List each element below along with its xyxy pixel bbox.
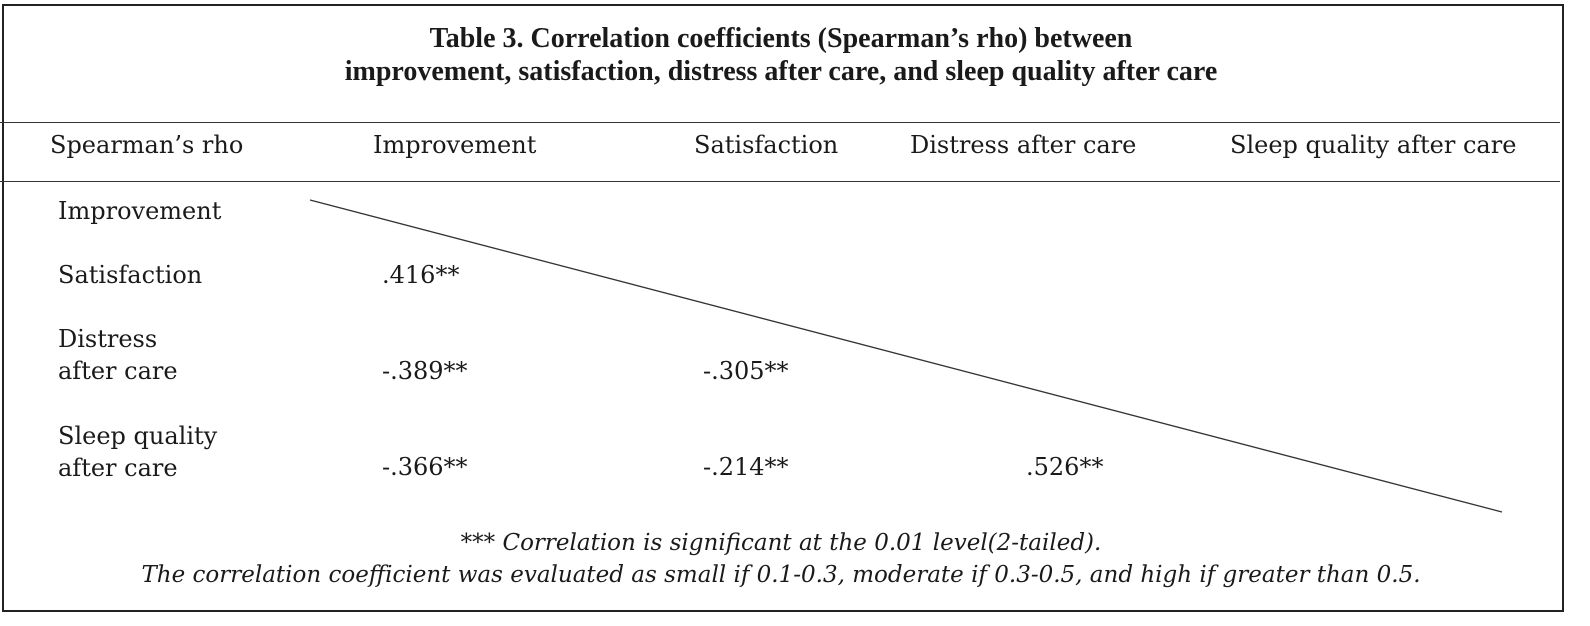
row-label-line-1: Sleep quality bbox=[58, 422, 218, 450]
cell-sleep-satisfaction: -.214** bbox=[703, 453, 789, 481]
header-col-improvement: Improvement bbox=[373, 131, 537, 159]
cell-sleep-distress: .526** bbox=[1026, 453, 1104, 481]
row-label-improvement: Improvement bbox=[58, 195, 221, 227]
cell-distress-improvement: -.389** bbox=[382, 357, 468, 385]
row-label-line-2: after care bbox=[58, 357, 178, 385]
row-label-line-2: after care bbox=[58, 454, 178, 482]
row-label-sleep-quality: Sleep quality after care bbox=[58, 420, 217, 484]
row-label-line-1: Distress bbox=[58, 325, 158, 353]
row-label-satisfaction: Satisfaction bbox=[58, 259, 202, 291]
cell-distress-satisfaction: -.305** bbox=[703, 357, 789, 385]
cell-sleep-improvement: -.366** bbox=[382, 453, 468, 481]
note-interpretation: The correlation coefficient was evaluate… bbox=[141, 562, 1421, 588]
table-title: Table 3. Correlation coefficients (Spear… bbox=[0, 22, 1562, 88]
row-label-line-1: Improvement bbox=[58, 197, 222, 225]
table-frame bbox=[2, 4, 1564, 612]
header-col-distress: Distress after care bbox=[910, 131, 1137, 159]
header-bottom-rule bbox=[0, 181, 1560, 182]
table-title-line-1: Table 3. Correlation coefficients (Spear… bbox=[429, 23, 1133, 54]
cell-satisfaction-improvement: .416** bbox=[382, 261, 460, 289]
row-label-distress: Distress after care bbox=[58, 323, 178, 387]
header-corner-label: Spearman’s rho bbox=[50, 131, 244, 159]
table-title-line-2: improvement, satisfaction, distress afte… bbox=[344, 56, 1218, 87]
note-significance: *** Correlation is significant at the 0.… bbox=[460, 530, 1102, 556]
header-col-sleep-quality: Sleep quality after care bbox=[1230, 131, 1517, 159]
header-top-rule bbox=[0, 122, 1560, 123]
header-col-satisfaction: Satisfaction bbox=[694, 131, 839, 159]
row-label-line-1: Satisfaction bbox=[58, 261, 203, 289]
